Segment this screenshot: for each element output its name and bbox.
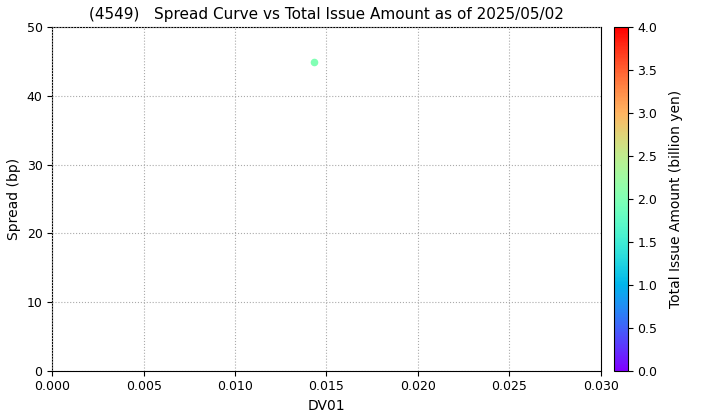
Title: (4549)   Spread Curve vs Total Issue Amount as of 2025/05/02: (4549) Spread Curve vs Total Issue Amoun… [89,7,564,22]
X-axis label: DV01: DV01 [307,399,346,413]
Y-axis label: Total Issue Amount (billion yen): Total Issue Amount (billion yen) [668,90,683,308]
Y-axis label: Spread (bp): Spread (bp) [7,158,21,240]
Point [308,58,320,65]
